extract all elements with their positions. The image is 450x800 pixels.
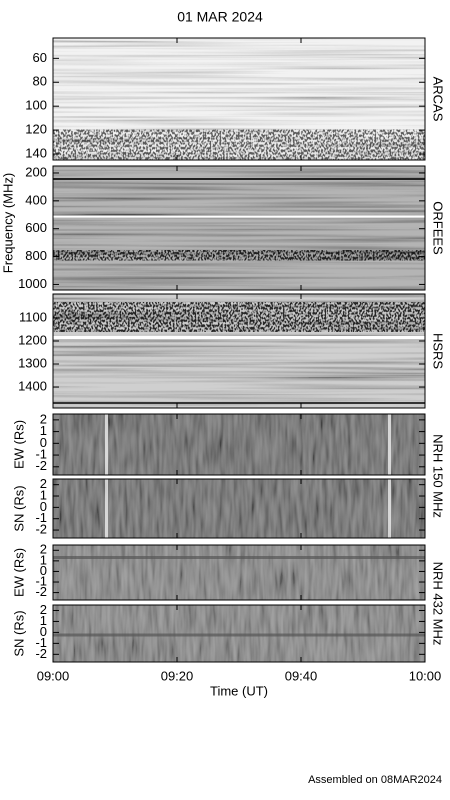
y-tick-label: 400 [25, 192, 47, 207]
y-tick-label: 140 [25, 145, 47, 160]
y-tick-label: 0 [40, 624, 47, 639]
burst [388, 479, 391, 538]
y-tick-label: 100 [25, 98, 47, 113]
panel-y-label: SN (Rs) [11, 610, 26, 656]
y-tick-label: 0 [40, 435, 47, 450]
noise-band [53, 129, 425, 160]
y-tick-label: -2 [35, 521, 47, 536]
dark-band [53, 402, 425, 404]
side-label: HSRS [431, 333, 446, 369]
y-tick-label: 1000 [18, 276, 47, 291]
spectrogram-texture [53, 414, 425, 475]
y-tick-label: 1200 [18, 332, 47, 347]
spectrogram-texture [53, 545, 425, 600]
y-tick-label: 800 [25, 248, 47, 263]
y-tick-label: 60 [33, 50, 47, 65]
y-tick-label: -2 [35, 584, 47, 599]
noise-band [53, 302, 425, 332]
spectrogram-texture [53, 479, 425, 538]
noise-band [53, 250, 425, 261]
y-tick-label: 0 [40, 563, 47, 578]
y-tick-label: 1 [40, 423, 47, 438]
y-tick-label: -1 [35, 573, 47, 588]
side-label: NRH 432 MHz [431, 562, 446, 646]
panel-frame [52, 413, 426, 476]
x-tick-label: 10:00 [409, 668, 442, 683]
side-label: NRH 150 MHz [431, 434, 446, 518]
y-tick-label: 2 [40, 476, 47, 491]
burst [388, 414, 391, 475]
x-tick-label: 09:00 [37, 668, 70, 683]
y-tick-label: 80 [33, 74, 47, 89]
x-tick-label: 09:40 [285, 668, 318, 683]
panel-frame [52, 478, 426, 539]
light-band [53, 215, 425, 218]
y-tick-label: 2 [40, 411, 47, 426]
y-tick-label: 200 [25, 164, 47, 179]
panel-frame [52, 165, 426, 291]
burst [105, 414, 108, 475]
y-tick-label: -1 [35, 635, 47, 650]
side-label: ORFEES [431, 201, 446, 255]
title: 01 MAR 2024 [177, 9, 263, 25]
y-tick-label: -2 [35, 458, 47, 473]
dark-band [53, 178, 425, 180]
y-tick-label: -1 [35, 510, 47, 525]
y-tick-label: 1 [40, 613, 47, 628]
y-tick-label: 1100 [19, 309, 47, 324]
footer: Assembled on 08MAR2024 [308, 774, 442, 786]
panel-y-label: EW (Rs) [11, 548, 26, 597]
side-label: ARCAS [431, 77, 446, 122]
panel-y-label: SN (Rs) [11, 485, 26, 531]
burst [105, 479, 108, 538]
spectrogram-texture [53, 166, 425, 290]
panel-y-label: EW (Rs) [11, 420, 26, 469]
source-band [53, 556, 425, 559]
y-tick-label: 600 [25, 220, 47, 235]
y-tick-label: 2 [40, 602, 47, 617]
panel-frame [52, 293, 426, 409]
x-tick-label: 09:20 [161, 668, 194, 683]
x-axis-label: Time (UT) [210, 683, 268, 698]
y-tick-label: 120 [25, 122, 47, 137]
y-tick-label: 1300 [18, 355, 47, 370]
panel-frame [52, 544, 426, 601]
y-tick-label: -1 [35, 446, 47, 461]
y-axis-label: Frequency (MHz) [0, 173, 15, 273]
y-tick-label: 0 [40, 499, 47, 514]
y-tick-label: 1 [40, 487, 47, 502]
panel-frame [52, 37, 426, 161]
panel-frame [52, 604, 426, 663]
y-tick-label: -2 [35, 646, 47, 661]
y-tick-label: 1400 [18, 378, 47, 393]
y-tick-label: 2 [40, 542, 47, 557]
light-band [53, 336, 425, 339]
source-band [53, 633, 425, 637]
y-tick-label: 1 [40, 552, 47, 567]
